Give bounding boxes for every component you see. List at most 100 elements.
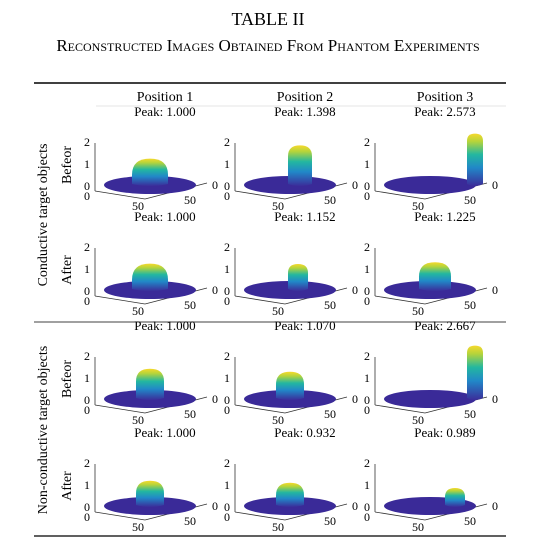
z-tick-label: 2: [364, 135, 370, 149]
z-tick-label: 1: [364, 262, 370, 276]
z-tick-label: 0: [364, 284, 370, 298]
reconstruction-blob: [136, 368, 164, 400]
x-axis: [234, 404, 286, 414]
y-tick-label: 0: [352, 178, 358, 192]
x-axis: [374, 404, 426, 414]
z-tick-label: 2: [224, 135, 230, 149]
y-tick-label: 0: [352, 499, 358, 513]
x-tick-label: 50: [412, 304, 424, 318]
x-tick-label: 50: [132, 304, 144, 318]
peak-label: Peak: 1.000: [134, 104, 195, 119]
disk: [384, 390, 476, 408]
y-tick-label: 0: [212, 392, 218, 406]
reconstruction-blob: [288, 264, 308, 291]
y-tick-label: 50: [324, 298, 336, 312]
y-tick-label: 0: [492, 283, 498, 297]
y-tick-label: 0: [212, 283, 218, 297]
reconstruction-blob: [467, 133, 483, 186]
reconstruction-blob: [288, 145, 312, 186]
disk: [244, 176, 336, 194]
x-tick-label: 50: [132, 413, 144, 427]
z-tick-label: 0: [224, 500, 230, 514]
z-tick-label: 2: [84, 240, 90, 254]
row-label: Befeor: [60, 360, 75, 398]
x-tick-label: 0: [84, 510, 90, 524]
z-tick-label: 0: [84, 284, 90, 298]
z-tick-label: 2: [84, 456, 90, 470]
z-tick-label: 1: [364, 371, 370, 385]
x-axis: [374, 190, 426, 200]
row-label: Befeor: [60, 146, 75, 184]
z-tick-label: 1: [84, 478, 90, 492]
group-label: Non-conductive target objects: [36, 346, 51, 514]
z-tick-label: 1: [224, 262, 230, 276]
x-axis: [94, 511, 146, 521]
peak-label: Peak: 1.000: [134, 425, 195, 440]
z-tick-label: 0: [364, 179, 370, 193]
peak-label: Peak: 1.398: [274, 104, 335, 119]
z-tick-label: 0: [224, 179, 230, 193]
reconstruction-blob: [276, 371, 304, 400]
x-tick-label: 0: [84, 403, 90, 417]
y-tick-label: 0: [212, 178, 218, 192]
x-tick-label: 50: [412, 413, 424, 427]
reconstruction-blob: [467, 345, 483, 400]
x-axis: [234, 190, 286, 200]
column-header: Position 3: [417, 90, 473, 105]
x-axis: [94, 295, 146, 305]
z-tick-label: 2: [364, 240, 370, 254]
x-tick-label: 50: [412, 199, 424, 213]
reconstruction-blob: [132, 158, 168, 186]
y-tick-label: 50: [324, 514, 336, 528]
z-tick-label: 2: [84, 349, 90, 363]
peak-label: Peak: 2.667: [414, 318, 476, 333]
z-tick-label: 1: [364, 157, 370, 171]
x-tick-label: 50: [272, 413, 284, 427]
y-tick-label: 0: [492, 178, 498, 192]
y-tick-label: 50: [184, 514, 196, 528]
y-tick-label: 50: [464, 514, 476, 528]
x-tick-label: 50: [132, 199, 144, 213]
peak-label: Peak: 1.225: [414, 209, 475, 224]
x-tick-label: 0: [364, 510, 370, 524]
z-tick-label: 2: [84, 135, 90, 149]
reconstruction-blob: [132, 263, 168, 291]
y-tick-label: 0: [352, 392, 358, 406]
z-tick-label: 2: [224, 456, 230, 470]
x-tick-label: 0: [224, 294, 230, 308]
peak-label: Peak: 1.000: [134, 318, 195, 333]
y-tick-label: 0: [212, 499, 218, 513]
z-tick-label: 1: [224, 371, 230, 385]
x-axis: [94, 190, 146, 200]
peak-label: Peak: 0.932: [274, 425, 335, 440]
disk: [244, 281, 336, 299]
z-tick-label: 0: [84, 500, 90, 514]
y-tick-label: 50: [464, 407, 476, 421]
y-tick-label: 50: [184, 298, 196, 312]
group-label: Conductive target objects: [36, 144, 51, 287]
y-tick-label: 50: [464, 193, 476, 207]
z-tick-label: 1: [84, 262, 90, 276]
x-tick-label: 0: [364, 403, 370, 417]
y-tick-label: 50: [464, 298, 476, 312]
x-axis: [234, 511, 286, 521]
reconstruction-blob: [419, 262, 451, 291]
table-caption: Reconstructed Images Obtained From Phant…: [56, 36, 479, 55]
x-tick-label: 0: [364, 189, 370, 203]
column-header: Position 1: [137, 90, 193, 105]
peak-label: Peak: 2.573: [414, 104, 475, 119]
z-tick-label: 2: [224, 349, 230, 363]
reconstruction-blob: [445, 488, 465, 507]
x-axis: [374, 295, 426, 305]
x-tick-label: 0: [84, 189, 90, 203]
